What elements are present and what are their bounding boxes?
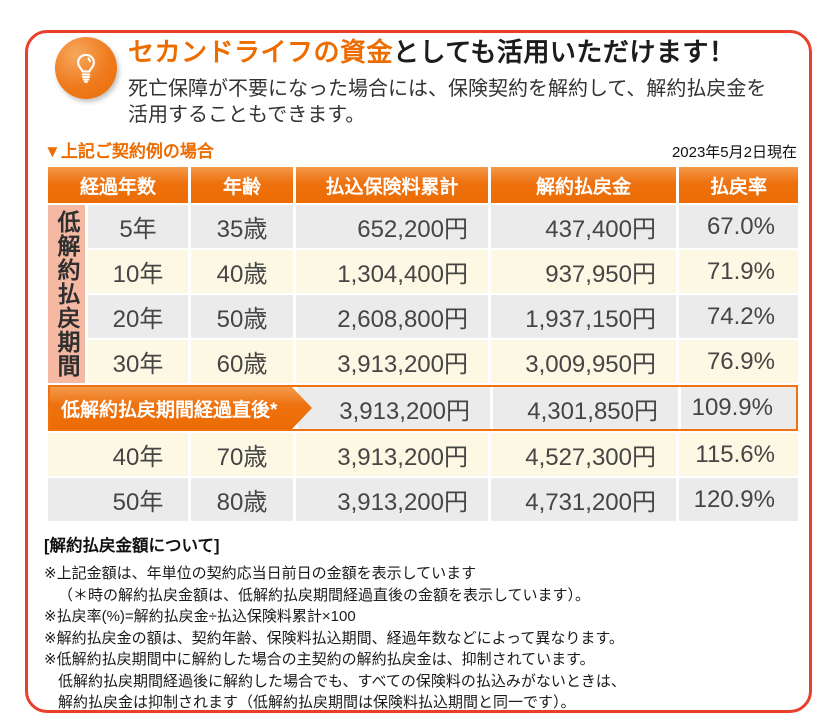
notes-title: [解約払戻金額について] xyxy=(44,537,220,555)
table-cell-premium: 3,913,200円 xyxy=(298,387,490,429)
table-cell-years: 40年 xyxy=(48,433,188,476)
table-cell-rate: 115.6% xyxy=(679,433,798,476)
table-cell-rate: 76.9% xyxy=(679,340,798,383)
table-cell-surrender: 4,301,850円 xyxy=(493,387,678,429)
table-cell-age: 60歳 xyxy=(191,340,293,383)
table-cell-surrender: 937,950円 xyxy=(491,250,676,293)
table-cell-years: 20年 xyxy=(88,295,188,338)
column-header-refund-rate: 払戻率 xyxy=(679,167,798,203)
table-cell-premium: 3,913,200円 xyxy=(296,340,488,383)
table-cell-surrender: 3,009,950円 xyxy=(491,340,676,383)
table-cell-premium: 2,608,800円 xyxy=(296,295,488,338)
title-rest: としても活用いただけます！ xyxy=(393,37,736,67)
column-header-surrender-value: 解約払戻金 xyxy=(491,167,676,203)
note-line: ※低解約払戻期間中に解約した場合の主契約の解約払戻金は、抑制されています。 xyxy=(44,651,595,668)
note-line: ※解約払戻金の額は、契約年齢、保険料払込期間、経過年数などによって異なります。 xyxy=(44,629,624,647)
table-cell-premium: 652,200円 xyxy=(296,205,488,248)
table-cell-age: 40歳 xyxy=(191,250,293,293)
table-cell-surrender: 1,937,150円 xyxy=(491,295,676,338)
column-header-elapsed-years: 経過年数 xyxy=(48,167,188,203)
table-cell-surrender: 4,731,200円 xyxy=(491,478,676,521)
table-cell-rate: 74.2% xyxy=(679,295,798,338)
table-cell-age: 70歳 xyxy=(191,433,293,476)
page-title: セカンドライフの資金としても活用いただけます！ xyxy=(128,37,776,67)
table-cell-rate: 109.9% xyxy=(681,387,796,429)
as-of-date: 2023年5月2日現在 xyxy=(671,144,797,161)
note-line: 解約払戻金は抑制されます（低解約払戻期間は保険料払込期間と同一です）。 xyxy=(58,694,576,711)
table-cell-surrender: 4,527,300円 xyxy=(491,433,676,476)
note-line: 低解約払戻期間経過後に解約した場合でも、すべての保険料の払込みがないときは、 xyxy=(58,672,626,690)
table-cell-surrender: 437,400円 xyxy=(491,205,676,248)
side-label-low-surrender-period: 低解約払戻期間 xyxy=(48,205,85,383)
lightbulb-icon xyxy=(55,37,117,99)
column-header-age: 年齢 xyxy=(191,167,293,203)
case-example-label: ▼上記ご契約例の場合 xyxy=(44,142,214,161)
note-line: ※払戻率(%)=解約払戻金÷払込保険料累計×100 xyxy=(44,608,356,625)
table-cell-years: 5年 xyxy=(88,205,188,248)
table-cell-premium: 1,304,400円 xyxy=(296,250,488,293)
notes-section: [解約払戻金額について] ※上記金額は、年単位の契約応当日前日の金額を表示してい… xyxy=(44,532,799,711)
table-cell-age: 50歳 xyxy=(191,295,293,338)
arrow-row: 低解約払戻期間経過直後* 3,913,200円 4,301,850円 109.9… xyxy=(48,385,798,431)
table-cell-age: 35歳 xyxy=(191,205,293,248)
table-cell-premium: 3,913,200円 xyxy=(296,433,488,476)
table-cell-rate: 67.0% xyxy=(679,205,798,248)
table-cell-rate: 71.9% xyxy=(679,250,798,293)
table-cell-years: 30年 xyxy=(88,340,188,383)
header-section: セカンドライフの資金としても活用いただけます！ 死亡保障が不要になった場合には、… xyxy=(36,33,799,128)
column-header-premiums-paid: 払込保険料累計 xyxy=(296,167,488,203)
table-cell-rate: 120.9% xyxy=(679,478,798,521)
table-cell-premium: 3,913,200円 xyxy=(296,478,488,521)
subtitle: 死亡保障が不要になった場合には、保険契約を解約して、解約払戻金を活用することもで… xyxy=(128,78,767,126)
surrender-value-table: 経過年数 年齢 払込保険料累計 解約払戻金 払戻率 低解約払戻期間 5年 35歳… xyxy=(48,167,798,521)
note-line: ※上記金額は、年単位の契約応当日前日の金額を表示しています xyxy=(44,565,477,582)
table-cell-years: 10年 xyxy=(88,250,188,293)
info-panel: セカンドライフの資金としても活用いただけます！ 死亡保障が不要になった場合には、… xyxy=(25,30,812,713)
title-highlight: セカンドライフの資金 xyxy=(128,37,394,67)
table-cell-years: 50年 xyxy=(48,478,188,521)
note-line: （＊時の解約払戻金額は、低解約払戻期間経過直後の金額を表示しています）。 xyxy=(58,586,591,604)
arrow-banner: 低解約払戻期間経過直後* xyxy=(50,387,312,429)
table-cell-age: 80歳 xyxy=(191,478,293,521)
arrow-banner-label: 低解約払戻期間経過直後* xyxy=(61,399,278,421)
